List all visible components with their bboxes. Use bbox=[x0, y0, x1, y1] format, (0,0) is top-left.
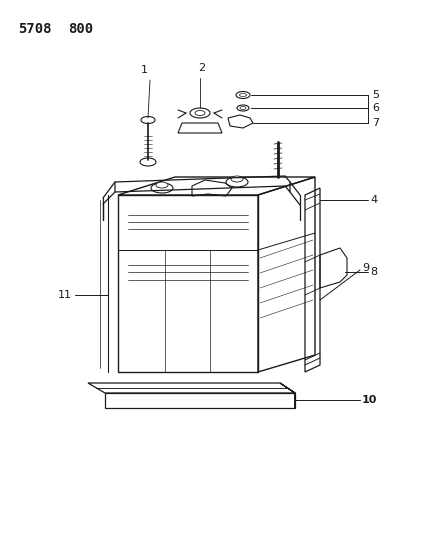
Ellipse shape bbox=[190, 108, 210, 118]
Text: 10: 10 bbox=[362, 395, 377, 405]
Text: 8: 8 bbox=[370, 267, 377, 277]
Text: 11: 11 bbox=[58, 290, 72, 300]
Text: 5: 5 bbox=[372, 90, 379, 100]
Ellipse shape bbox=[236, 92, 250, 99]
Text: 5708: 5708 bbox=[18, 22, 51, 36]
Ellipse shape bbox=[151, 183, 173, 193]
Text: 6: 6 bbox=[372, 103, 379, 113]
Text: 7: 7 bbox=[372, 118, 379, 128]
Text: 800: 800 bbox=[68, 22, 93, 36]
Ellipse shape bbox=[141, 117, 155, 124]
Text: 4: 4 bbox=[370, 195, 377, 205]
Text: 2: 2 bbox=[199, 63, 205, 73]
Ellipse shape bbox=[195, 110, 205, 116]
Ellipse shape bbox=[237, 105, 249, 111]
Ellipse shape bbox=[156, 182, 168, 188]
Ellipse shape bbox=[240, 107, 246, 109]
Ellipse shape bbox=[231, 176, 243, 182]
Ellipse shape bbox=[240, 93, 247, 96]
Ellipse shape bbox=[226, 177, 248, 187]
Ellipse shape bbox=[140, 158, 156, 166]
Text: 9: 9 bbox=[362, 263, 369, 273]
Text: 1: 1 bbox=[140, 65, 148, 75]
